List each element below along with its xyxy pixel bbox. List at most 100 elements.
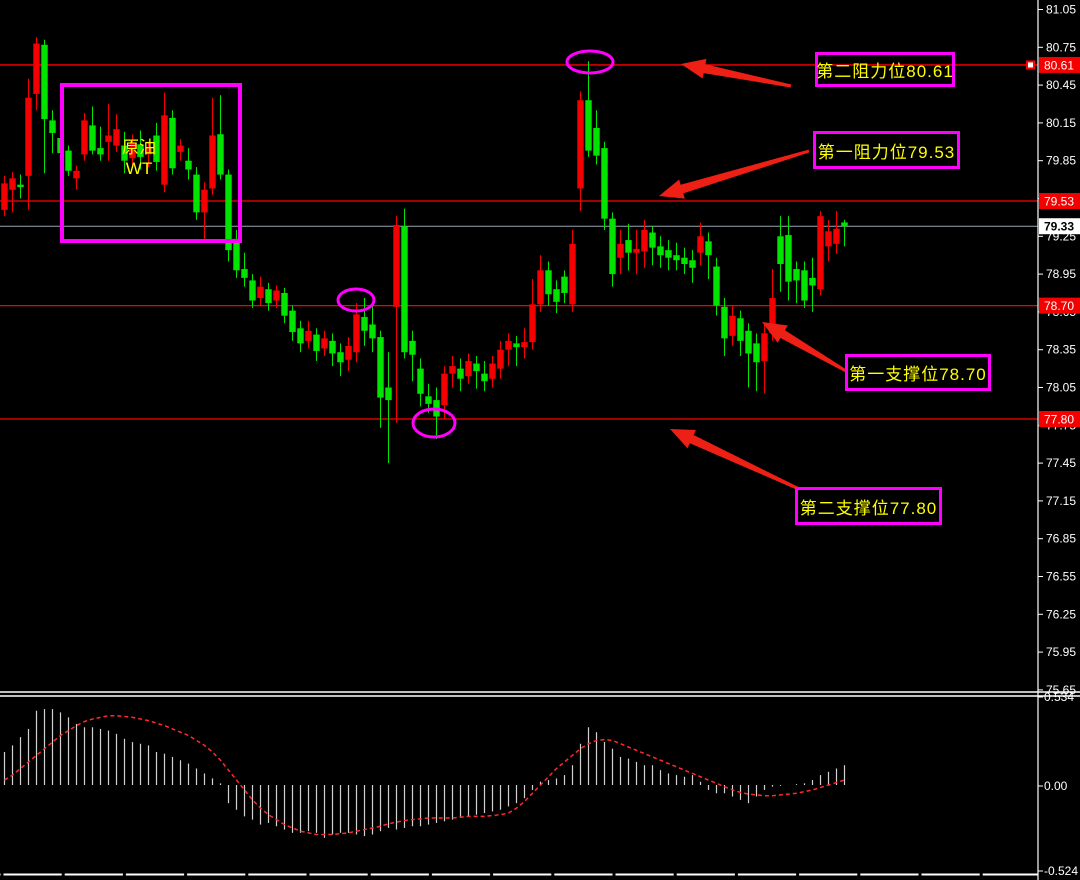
candle	[713, 257, 720, 316]
candle-body	[265, 289, 272, 304]
candle-body	[41, 44, 48, 120]
candle	[353, 303, 360, 363]
candle	[529, 279, 536, 350]
axis-tick-label: 78.05	[1046, 381, 1076, 395]
candle-body	[137, 144, 144, 157]
candle	[393, 216, 400, 423]
candle	[841, 219, 848, 247]
candle	[777, 216, 784, 292]
candle	[745, 323, 752, 388]
candle-body	[785, 235, 792, 282]
candle-body	[1, 183, 8, 210]
candle	[265, 282, 272, 311]
price-badge-label: 79.53	[1044, 195, 1074, 209]
annotation-label-text: 第一阻力位79.53	[817, 142, 956, 162]
candle	[137, 130, 144, 170]
candle	[457, 358, 464, 392]
instrument-watermark: 原油 WT	[104, 137, 174, 179]
candle	[649, 226, 656, 266]
level-marker-square[interactable]	[1026, 60, 1035, 70]
candle	[537, 255, 544, 312]
annotation-arrow[interactable]	[681, 58, 792, 88]
candle-body	[89, 125, 96, 151]
candle	[801, 261, 808, 309]
highlight-ellipse[interactable]	[411, 407, 457, 439]
candle	[673, 242, 680, 271]
candle	[241, 252, 248, 287]
candle	[793, 261, 800, 304]
candle	[273, 285, 280, 309]
axis-tick-label: 80.15	[1046, 116, 1076, 130]
candle-body	[497, 349, 504, 369]
candle	[721, 298, 728, 356]
axis-tick-label: 80.45	[1046, 78, 1076, 92]
annotation-arrow[interactable]	[659, 149, 810, 199]
candle	[145, 141, 152, 167]
annotation-label-text: 第二支撑位77.80	[799, 498, 938, 518]
candle-body	[577, 100, 584, 189]
candle	[569, 230, 576, 312]
annotation-label-support-1[interactable]: 第一支撑位78.70	[845, 354, 991, 391]
candle-body	[665, 250, 672, 258]
candle	[833, 211, 840, 254]
current-price-badge	[1039, 218, 1080, 235]
candle	[313, 328, 320, 362]
candle-body	[673, 255, 680, 261]
candle-body	[745, 330, 752, 354]
highlight-ellipse[interactable]	[336, 287, 376, 313]
candle-body	[273, 290, 280, 301]
consolidation-box[interactable]	[60, 83, 242, 243]
candle	[361, 298, 368, 346]
axis-tick-label: 75.95	[1046, 645, 1076, 659]
candle	[697, 222, 704, 266]
candle-body	[209, 135, 216, 189]
candle-body	[617, 243, 624, 258]
candle-body	[761, 333, 768, 362]
candle	[105, 104, 112, 161]
candle-body	[657, 246, 664, 256]
candle	[465, 353, 472, 384]
candle-body	[513, 343, 520, 348]
candle	[33, 37, 40, 111]
annotation-arrow[interactable]	[762, 322, 847, 373]
axis-tick-label: 78.35	[1046, 343, 1076, 357]
candle-body	[329, 340, 336, 354]
price-badge-label: 77.80	[1044, 413, 1074, 427]
annotation-label-resistance-2[interactable]: 第二阻力位80.61	[815, 52, 955, 87]
candle	[89, 106, 96, 155]
candle	[513, 335, 520, 367]
candle	[689, 250, 696, 283]
candle-body	[521, 342, 528, 348]
annotation-label-support-2[interactable]: 第二支撑位77.80	[795, 487, 942, 525]
candle-body	[593, 127, 600, 156]
candle	[473, 356, 480, 389]
candle-body	[17, 184, 24, 188]
macd-axis-label: 0.534	[1044, 690, 1074, 704]
candle	[409, 330, 416, 382]
candle-body	[177, 145, 184, 152]
candle-body	[457, 368, 464, 379]
candle-body	[713, 266, 720, 306]
candle-body	[721, 306, 728, 339]
candle-body	[833, 228, 840, 244]
candle-body	[49, 120, 56, 133]
candle-body	[401, 226, 408, 353]
annotation-label-resistance-1[interactable]: 第一阻力位79.53	[813, 131, 960, 169]
candle	[369, 305, 376, 353]
candle	[257, 276, 264, 306]
candle-body	[449, 366, 456, 374]
candle-body	[649, 232, 656, 248]
candle	[41, 39, 48, 174]
highlight-ellipse[interactable]	[565, 49, 615, 75]
candle	[729, 305, 736, 346]
candle	[97, 126, 104, 161]
annotation-arrow[interactable]	[670, 429, 800, 491]
candle-body	[217, 134, 224, 175]
candle-body	[545, 270, 552, 295]
candle	[401, 208, 408, 359]
candle-body	[841, 222, 848, 227]
candle	[577, 91, 584, 212]
candle-body	[689, 260, 696, 268]
candle-body	[561, 276, 568, 293]
